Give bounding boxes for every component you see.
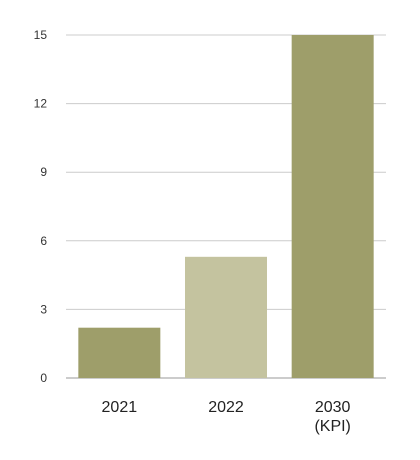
y-tick-label: 0 <box>40 371 47 385</box>
x-category-label: 2022 <box>208 399 244 416</box>
y-tick-label: 6 <box>40 234 47 248</box>
x-category-label: 2021 <box>102 399 138 416</box>
y-tick-label: 9 <box>40 165 47 179</box>
y-tick-label: 12 <box>34 97 48 111</box>
x-category-label: 2030 <box>315 399 351 416</box>
y-axis-ticks: 0 3 6 9 12 15 <box>34 28 48 385</box>
bar-2030 <box>291 35 374 378</box>
bar-2022 <box>185 256 267 378</box>
x-category-label: (KPI) <box>314 418 350 435</box>
y-tick-label: 3 <box>40 302 47 316</box>
bars <box>78 35 374 378</box>
y-tick-label: 15 <box>34 28 48 42</box>
bar-2021 <box>78 327 161 378</box>
x-axis-labels: 2021 2022 2030 (KPI) <box>102 399 351 435</box>
